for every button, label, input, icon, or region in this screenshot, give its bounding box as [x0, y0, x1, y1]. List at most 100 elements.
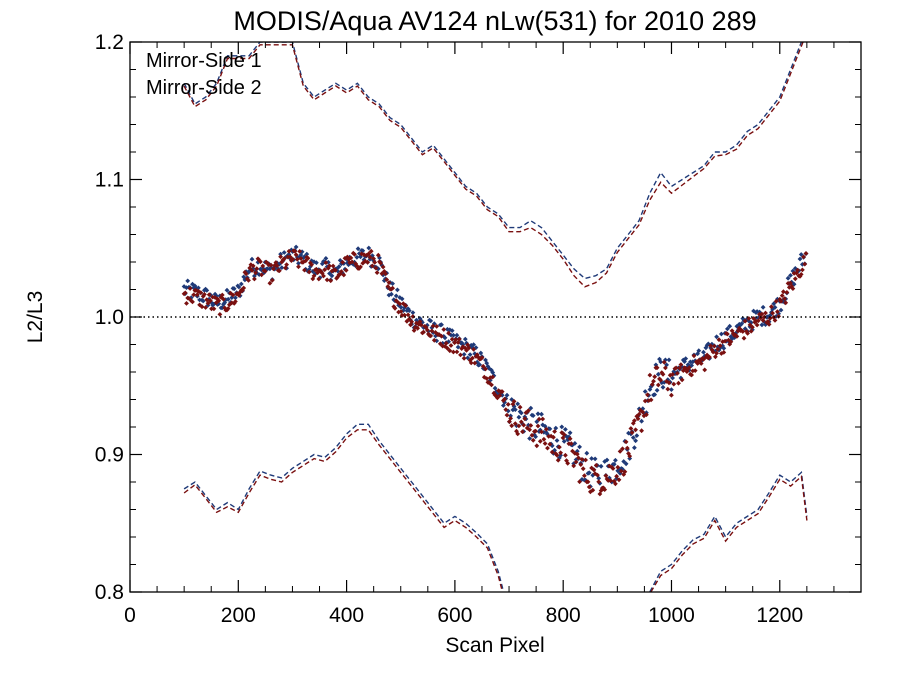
scatter-point: [247, 265, 253, 271]
scatter-point: [591, 467, 597, 473]
scatter-point: [405, 312, 411, 318]
scatter-point: [663, 365, 668, 371]
scatter-point: [775, 309, 780, 315]
scatter-point: [389, 291, 394, 297]
scatter-point: [198, 290, 204, 295]
scatter-point: [739, 321, 745, 326]
scatter-point: [329, 273, 335, 279]
scatter-point: [558, 450, 563, 456]
scatter-point: [717, 343, 723, 349]
scatter-point: [339, 269, 344, 274]
scatter-point: [577, 444, 582, 450]
scatter-point: [421, 329, 426, 335]
scatter-point: [518, 419, 524, 425]
scatter-point: [763, 310, 768, 316]
scatter-point: [225, 296, 231, 302]
x-axis-label: Scan Pixel: [445, 634, 544, 657]
scatter-point: [615, 464, 621, 470]
scatter-point: [634, 433, 640, 438]
scatter-point: [561, 432, 567, 437]
scatter-point: [269, 277, 275, 283]
scatter-point: [236, 284, 242, 290]
scatter-point: [479, 355, 485, 361]
scatter-point: [554, 452, 560, 458]
scatter-point: [458, 352, 463, 358]
scatter-point: [522, 416, 528, 422]
scatter-point: [649, 382, 655, 387]
scatter-point: [211, 306, 217, 312]
scatter-point: [652, 374, 658, 380]
scatter-point: [711, 343, 717, 349]
scatter-point: [483, 357, 488, 363]
scatter-point: [645, 392, 650, 398]
scatter-point: [698, 361, 704, 366]
scatter-point: [613, 457, 618, 463]
scatter-point: [573, 459, 579, 465]
scatter-point: [574, 451, 580, 457]
scatter-point: [586, 470, 592, 476]
scatter-point: [367, 254, 373, 260]
scatter-point: [658, 359, 664, 365]
scatter-point: [279, 265, 285, 270]
scatter-point: [502, 396, 507, 402]
scatter-point: [654, 365, 660, 371]
scatter-point: [348, 255, 354, 261]
scatter-point: [633, 427, 638, 433]
scatter-point: [748, 328, 754, 334]
scatter-point: [785, 275, 791, 281]
scatter-point: [639, 418, 644, 424]
scatter-point: [537, 438, 543, 444]
scatter-point: [236, 292, 242, 298]
scatter-point: [445, 345, 450, 351]
scatter-point: [613, 481, 618, 487]
scatter-point: [439, 333, 444, 339]
scatter-point: [530, 437, 536, 443]
scatter-point: [567, 436, 573, 442]
scatter-point: [216, 298, 222, 304]
scatter-point: [640, 409, 646, 415]
scatter-point: [508, 413, 513, 419]
scatter-point: [792, 276, 798, 282]
scatter-point: [471, 347, 476, 352]
scatter-point: [590, 487, 596, 493]
scatter-point: [567, 430, 573, 436]
scatter-point: [182, 290, 188, 296]
scatter-point: [483, 366, 488, 372]
scatter-point: [754, 322, 760, 328]
scatter-point: [782, 296, 787, 302]
scatter-point: [540, 416, 546, 422]
x-tick-label: 1200: [756, 604, 803, 627]
scatter-point: [371, 256, 376, 261]
scatter-point: [294, 256, 300, 262]
scatter-point: [614, 473, 619, 479]
scatter-point: [803, 251, 809, 256]
scatter-point: [386, 280, 392, 285]
scatter-point: [618, 468, 624, 474]
scatter-point: [341, 272, 347, 278]
scatter-point: [539, 429, 544, 435]
scatter-point: [665, 386, 671, 392]
scatter-point: [669, 392, 674, 398]
scatter-point: [585, 479, 591, 485]
scatter-point: [761, 314, 767, 320]
scatter-point: [343, 267, 349, 273]
chart-title: MODIS/Aqua AV124 nLw(531) for 2010 289: [233, 6, 756, 36]
scatter-point: [219, 292, 225, 298]
scatter-point: [784, 290, 790, 295]
scatter-point: [795, 267, 800, 273]
scatter-point: [265, 260, 270, 266]
x-tick-label: 1000: [648, 604, 695, 627]
scatter-point: [478, 350, 484, 356]
scatter-point: [191, 292, 197, 298]
legend: Mirror-Side 1 Mirror-Side 2: [146, 50, 262, 99]
scatter-point: [443, 340, 449, 346]
legend-series-2: Mirror-Side 2: [146, 77, 262, 99]
scatter-point: [447, 348, 453, 354]
scatter-point: [642, 398, 648, 404]
scatter-point: [622, 469, 628, 475]
scatter-point: [526, 408, 531, 413]
scatter-point: [249, 268, 255, 273]
scatter-point: [778, 307, 784, 313]
scatter-point: [398, 309, 404, 314]
scatter-point: [783, 300, 789, 306]
